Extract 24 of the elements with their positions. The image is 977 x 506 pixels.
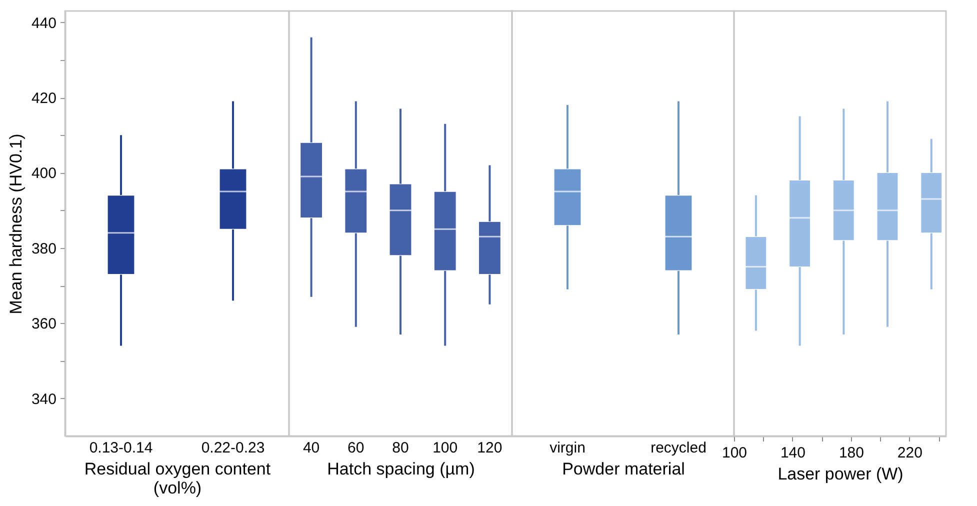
y-tick-label: 400 — [31, 165, 56, 182]
x-tick-label: 60 — [348, 440, 364, 456]
x-tick-label: 120 — [477, 440, 502, 456]
x-tick-label: 180 — [838, 444, 864, 462]
x-tick-label: 140 — [780, 444, 806, 462]
y-tick-label: 340 — [31, 390, 56, 408]
x-tick-label: 0.13-0.14 — [89, 440, 153, 456]
x-tick-label: 80 — [392, 440, 409, 456]
x-tick-label: 100 — [432, 440, 458, 456]
y-axis-title: Mean hardness (HV0.1) — [6, 134, 26, 314]
x-tick-label: 100 — [722, 444, 748, 462]
x-axis-title: Laser power (W) — [778, 464, 904, 484]
x-tick-label: 0.22-0.23 — [201, 440, 265, 456]
x-axis-title: Residual oxygen content (vol%) — [84, 460, 271, 498]
x-tick-label: 40 — [302, 440, 320, 456]
x-axis-title: Hatch spacing (µm) — [327, 460, 475, 478]
x-tick-label: virgin — [550, 440, 586, 456]
x-tick-label: recycled — [650, 440, 706, 456]
x-axis-title: Powder material — [562, 460, 685, 478]
x-tick-label: 220 — [897, 444, 922, 462]
y-tick-label: 420 — [31, 90, 56, 108]
y-tick-label: 440 — [31, 14, 56, 32]
y-tick-label: 360 — [31, 316, 56, 333]
y-tick-label: 380 — [31, 240, 56, 258]
